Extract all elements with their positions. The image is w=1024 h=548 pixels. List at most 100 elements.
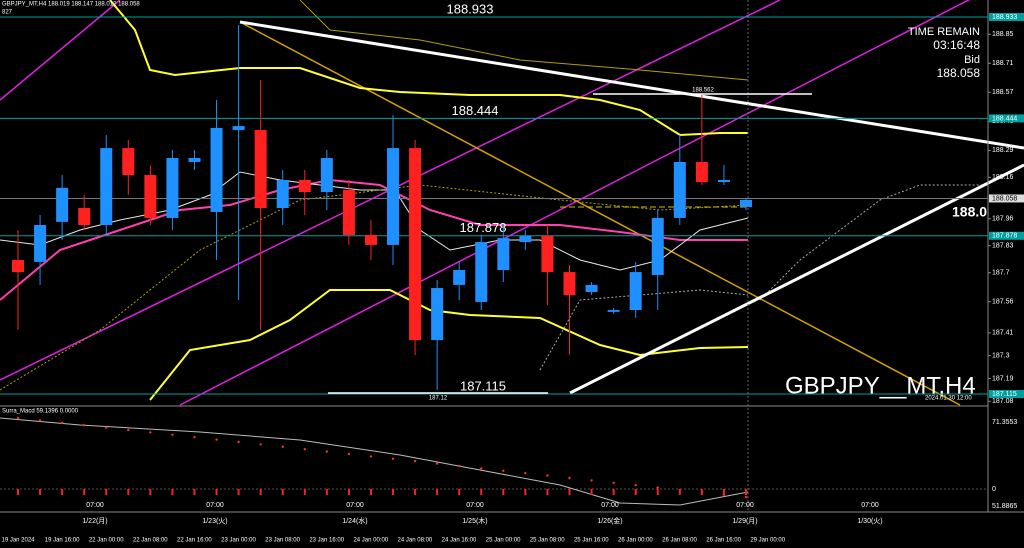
macd-dot [105,426,108,429]
date-label: 1/24(水) [342,516,367,525]
macd-dot [656,486,659,489]
macd-bar [392,489,395,495]
candle-body [651,217,664,275]
candle-body [298,180,311,193]
time-remain-label: TIME REMAIN [908,26,980,38]
bottom-time-label: 23 Jan 16:00 [309,538,344,544]
macd-dot [16,416,20,420]
macd-dot [281,445,284,448]
y-tick-label: 187.7 [992,270,1010,277]
macd-tick-label: 0 [992,486,996,493]
axis-highlight [989,231,1024,240]
candle-body [607,310,620,312]
macd-bar [215,489,218,495]
trend-line [239,21,961,406]
macd-bar [39,489,42,495]
candle-body [519,235,532,243]
macd-dot [303,448,306,451]
macd-bar [612,489,615,495]
candle-body [166,158,179,218]
macd-dot [369,455,373,458]
bottom-time-label: 19 Jan 2024 [1,538,35,544]
time-label: 07:00 [601,502,619,509]
macd-bar [700,489,703,495]
macd-bar [369,489,372,495]
macd-dot [568,476,571,480]
macd-dot [171,433,174,436]
axis-highlight [989,114,1024,123]
y-tick-label: 187.41 [992,330,1014,337]
upper-band [109,0,748,137]
candle-body [364,234,377,245]
macd-bar [546,489,549,495]
macd-dot [480,467,483,470]
bottom-time-label: 29 Jan 00:00 [750,538,785,544]
level-label: 187.878 [460,220,507,235]
macd-dot [612,481,615,484]
time-label: 07:00 [861,502,879,509]
macd-bar [281,489,284,495]
macd-dot [413,460,417,463]
candle-body [673,161,686,218]
header2: 827 [2,10,13,16]
macd-dot [259,443,262,446]
candle-body [276,180,289,208]
bottom-time-label: 26 Jan 08:00 [662,538,697,544]
macd-dot [590,479,593,482]
axis-level-label: 188.444 [992,115,1017,122]
macd-bar [303,489,306,495]
bottom-time-label: 22 Jan 16:00 [177,538,212,544]
y-tick-label: 187.96 [992,216,1014,223]
macd-dot [524,472,527,475]
band-line [0,184,749,391]
level-label: 188.933 [447,1,494,16]
macd-dot [347,452,351,456]
candle-body [144,175,157,218]
macd-bar [127,489,130,495]
macd-bar [590,489,593,495]
candle-body [232,126,245,131]
macd-tick-label: 71.3553 [992,419,1017,426]
bottom-time-label: 22 Jan 00:00 [89,538,124,544]
macd-dot [744,496,748,499]
macd-bar [347,489,350,495]
axis-level-label: 187.115 [992,391,1017,398]
bottom-time-label: 24 Jan 08:00 [398,538,433,544]
bottom-time-label: 25 Jan 00:00 [486,538,521,544]
macd-bar [678,489,681,495]
candle-body [122,148,135,176]
date-label: 1/22(月) [82,517,107,525]
bid: 188.058 [937,66,981,80]
macd-bar [237,489,240,495]
time-label: 07:00 [466,502,484,509]
candle-body [739,199,752,207]
macd-dot [435,462,439,465]
y-tick-label: 187.3 [992,352,1010,359]
macd-dot [149,431,152,434]
time-label: 07:00 [346,502,364,509]
trend-line [239,20,1024,150]
macd-signal [0,417,749,506]
axis-highlight [989,13,1024,22]
axis-highlight [989,390,1024,399]
time-label: 07:00 [206,502,224,509]
trend-line [569,163,1024,395]
macd-bar [171,489,174,495]
date-label: 1/30(火) [857,517,882,525]
macd-bar [83,489,86,495]
y-tick-label: 187.08 [992,398,1014,405]
level-label: 188.444 [452,103,499,118]
macd-bar [436,489,439,495]
macd-bar [744,489,747,495]
y-tick-label: 187.19 [992,375,1014,382]
macd-label: Surra_Macd 59.1396 0.0000 [2,409,79,415]
y-tick-label: 188.85 [992,31,1014,38]
y-tick-label: 188.16 [992,174,1014,181]
macd-dot [458,464,461,468]
bottom-time-label: 23 Jan 00:00 [221,538,256,544]
date-label: 1/23(火) [202,517,227,525]
bottom-time-label: 19 Jan 16:00 [45,538,80,544]
